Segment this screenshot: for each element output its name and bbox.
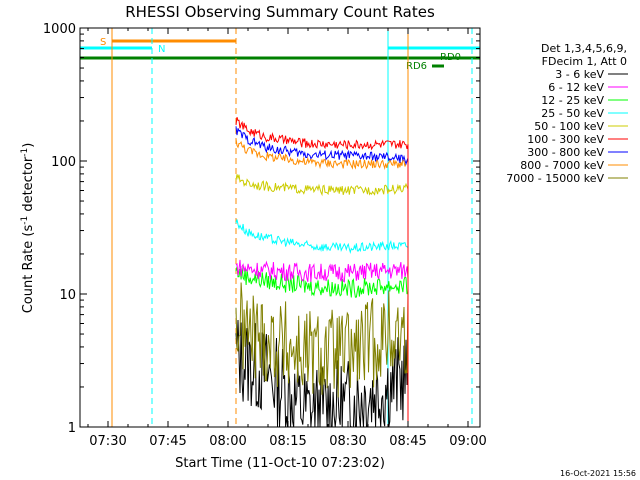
legend-header-1: Det 1,3,4,5,6,9, <box>541 42 627 55</box>
chart-title: RHESSI Observing Summary Count Rates <box>125 3 435 21</box>
legend-label: 12 - 25 keV <box>541 94 604 107</box>
series-line-800-7000-kev <box>235 138 409 427</box>
y-tick-label: 100 <box>51 155 76 170</box>
legend-label: 3 - 6 keV <box>555 68 604 81</box>
y-tick-label: 1000 <box>43 22 76 37</box>
legend-label: 100 - 300 keV <box>527 133 604 146</box>
x-tick-label: 08:15 <box>269 434 306 449</box>
legend-label: 7000 - 15000 keV <box>506 172 604 185</box>
y-axis-label: Count Rate (s-1 detector-1) <box>20 143 36 314</box>
legend-label: 800 - 7000 keV <box>520 159 604 172</box>
plot-frame <box>79 27 481 428</box>
series-line-6-12-kev <box>235 259 409 427</box>
timestamp: 16-Oct-2021 15:56 <box>560 469 636 478</box>
axis-ticks: 07:30 07:45 08:00 08:15 08:30 08:45 09:00 1 10 10… <box>43 22 487 449</box>
legend-header-2: FDecim 1, Att 0 <box>542 55 627 68</box>
x-tick-label: 08:00 <box>209 434 246 449</box>
y-tick-label: 1 <box>68 421 76 436</box>
legend-label: 25 - 50 keV <box>541 107 604 120</box>
legend-label: 300 - 800 keV <box>527 146 604 159</box>
x-tick-label: 08:45 <box>389 434 426 449</box>
y-tick-label: 10 <box>59 288 76 303</box>
legend-label: 6 - 12 keV <box>548 81 604 94</box>
x-axis-label: Start Time (11-Oct-10 07:23:02) <box>175 456 385 471</box>
series-line-100-300-kev <box>235 117 409 427</box>
legend-label: 50 - 100 keV <box>534 120 604 133</box>
series-line-12-25-kev <box>235 266 409 427</box>
n-flag-label: N <box>158 44 165 55</box>
x-tick-label: 07:45 <box>149 434 186 449</box>
rd6-flag-label: RD6 <box>406 61 427 72</box>
series-group <box>235 117 409 428</box>
s-flag-label: S <box>100 37 106 48</box>
series-line-50-100-kev <box>235 174 409 427</box>
x-tick-label: 09:00 <box>449 434 486 449</box>
series-line-300-800-kev <box>235 126 409 427</box>
series-line-25-50-kev <box>235 219 409 427</box>
series-line-7000-15000-kev <box>235 282 409 427</box>
x-tick-label: 08:30 <box>329 434 366 449</box>
flag-bars: S N RD6 RD0 <box>80 37 480 72</box>
rd0-flag-label: RD0 <box>440 52 461 63</box>
x-tick-label: 07:30 <box>89 434 126 449</box>
